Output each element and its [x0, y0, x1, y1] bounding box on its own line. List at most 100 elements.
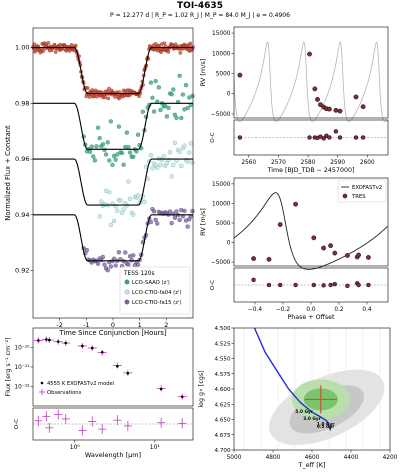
transit-point	[190, 160, 195, 165]
transit-point	[162, 41, 167, 46]
rv-phase-point	[356, 252, 361, 258]
transit-xtick-1-label: -1	[83, 321, 89, 329]
rv-phase-point	[365, 254, 371, 260]
figure-subtitle: P = 12.277 d | R_P = 1.02 R_J | M_P = 84…	[110, 12, 290, 19]
hr-evolution-track	[253, 328, 332, 431]
rv-time-point	[237, 72, 243, 78]
transit-point	[142, 199, 147, 204]
hr-xtick-4-label: 4200	[383, 455, 398, 461]
rv-phase-xtick-2-label: 0.0	[306, 307, 316, 313]
rv-phase-legend-label-0: EXOFASTv2	[352, 185, 382, 191]
rv-phase-resid-point	[266, 282, 272, 288]
transit-point	[167, 150, 173, 155]
hr-age-label-3: 0.5 Gyr	[317, 424, 335, 430]
rv-phase-axes-frame	[233, 177, 389, 267]
rv-phase-resid-point	[356, 282, 361, 288]
sed-model-point	[64, 341, 68, 345]
transit-point	[188, 141, 194, 146]
rv-time-point	[326, 106, 332, 112]
transit-point	[166, 105, 171, 110]
transit-ytick-4-label: 1.00	[15, 44, 29, 52]
rv-time-resid-point	[327, 135, 332, 140]
transit-point	[188, 41, 193, 46]
transit-point	[53, 50, 58, 54]
transit-xlabel: Time Since Conjunction [Hours]	[58, 329, 167, 337]
rv-time-xlabel: Time [BJD_TDB − 2457000]	[267, 167, 355, 174]
rv-time-resid-point	[337, 135, 343, 140]
rv-time-point	[318, 102, 323, 108]
transit-model-line-3	[33, 158, 193, 206]
sed-model-point	[48, 338, 51, 342]
sed-ytick-2-label: 10⁻¹²	[14, 384, 29, 391]
rv-phase-legend-box	[337, 179, 387, 203]
rv-time-ytick-0-label: −5000	[211, 112, 231, 118]
transit-point	[167, 209, 173, 214]
transit-point	[108, 222, 114, 228]
hr-ylabel: log g⋆ [cgs]	[198, 370, 205, 407]
transit-point	[95, 125, 101, 130]
rv-time-ylabel: RV [m/s]	[199, 59, 207, 87]
rv-time-point	[360, 104, 366, 110]
transit-point	[182, 143, 187, 148]
rv-time-point	[312, 86, 318, 92]
sed-model-point	[81, 344, 84, 348]
hr-ytick-7-label: 4.675	[214, 433, 230, 439]
rv-phase-resid-point	[251, 277, 256, 283]
hr-ytick-3-label: 4.575	[214, 372, 230, 378]
sed-model-point	[37, 339, 40, 342]
transit-point	[134, 149, 139, 154]
transit-point	[100, 142, 106, 147]
transit-point	[89, 144, 94, 149]
transit-model-line-2	[33, 102, 193, 150]
transit-point	[150, 166, 155, 171]
transit-point	[126, 145, 131, 150]
transit-point	[121, 207, 126, 212]
sed-model-point	[159, 387, 163, 391]
rv-phase-resid-ylabel: O-C	[210, 280, 216, 290]
transit-point	[127, 196, 133, 201]
transit-point	[140, 109, 146, 114]
transit-point	[107, 158, 112, 163]
rv-time-point	[353, 94, 359, 100]
transit-ytick-0-label: 0.92	[15, 267, 29, 275]
transit-point	[87, 149, 93, 155]
rv-phase-resid-point	[332, 281, 337, 287]
transit-point	[166, 49, 171, 54]
rv-time-point	[337, 108, 343, 114]
transit-point	[172, 140, 178, 145]
transit-point	[169, 174, 174, 179]
transit-point	[185, 159, 190, 164]
transit-xtick-0-label: -2	[56, 321, 62, 329]
rv-phase-resid-point	[328, 282, 333, 288]
transit-point	[110, 162, 115, 168]
transit-point	[169, 220, 174, 226]
transit-point	[179, 163, 184, 169]
transit-legend-box	[119, 266, 191, 315]
transit-point	[126, 262, 131, 267]
rv-time-ytick-4-label: 15000	[212, 31, 231, 37]
transit-point	[46, 40, 51, 45]
transit-point	[108, 264, 114, 269]
rv-phase-point	[332, 250, 338, 256]
hr-xtick-1-label: 4800	[266, 455, 281, 461]
rv-time-resid-point	[237, 135, 243, 140]
sed-legend-marker-model	[40, 381, 44, 385]
transit-point	[103, 95, 107, 100]
transit-point	[151, 209, 157, 214]
transit-point	[174, 115, 179, 120]
rv-time-point	[307, 51, 312, 57]
hr-ytick-6-label: 4.650	[214, 418, 230, 424]
rv-phase-xlabel: Phase + Offset	[288, 314, 336, 321]
transit-legend-label-3: LCO-CTIO-fa15 (z')	[132, 300, 182, 306]
rv-phase-ytick-2-label: 5000	[216, 221, 231, 227]
transit-point	[161, 154, 166, 159]
transit-point	[153, 78, 158, 84]
rv-time-xtick-2-label: 2580	[301, 160, 316, 166]
transit-point	[121, 162, 126, 167]
transit-model-line-1	[33, 46, 193, 95]
sed-model-point	[116, 364, 119, 368]
rv-phase-point	[328, 243, 333, 249]
rv-time-ytick-2-label: 5000	[216, 72, 231, 78]
